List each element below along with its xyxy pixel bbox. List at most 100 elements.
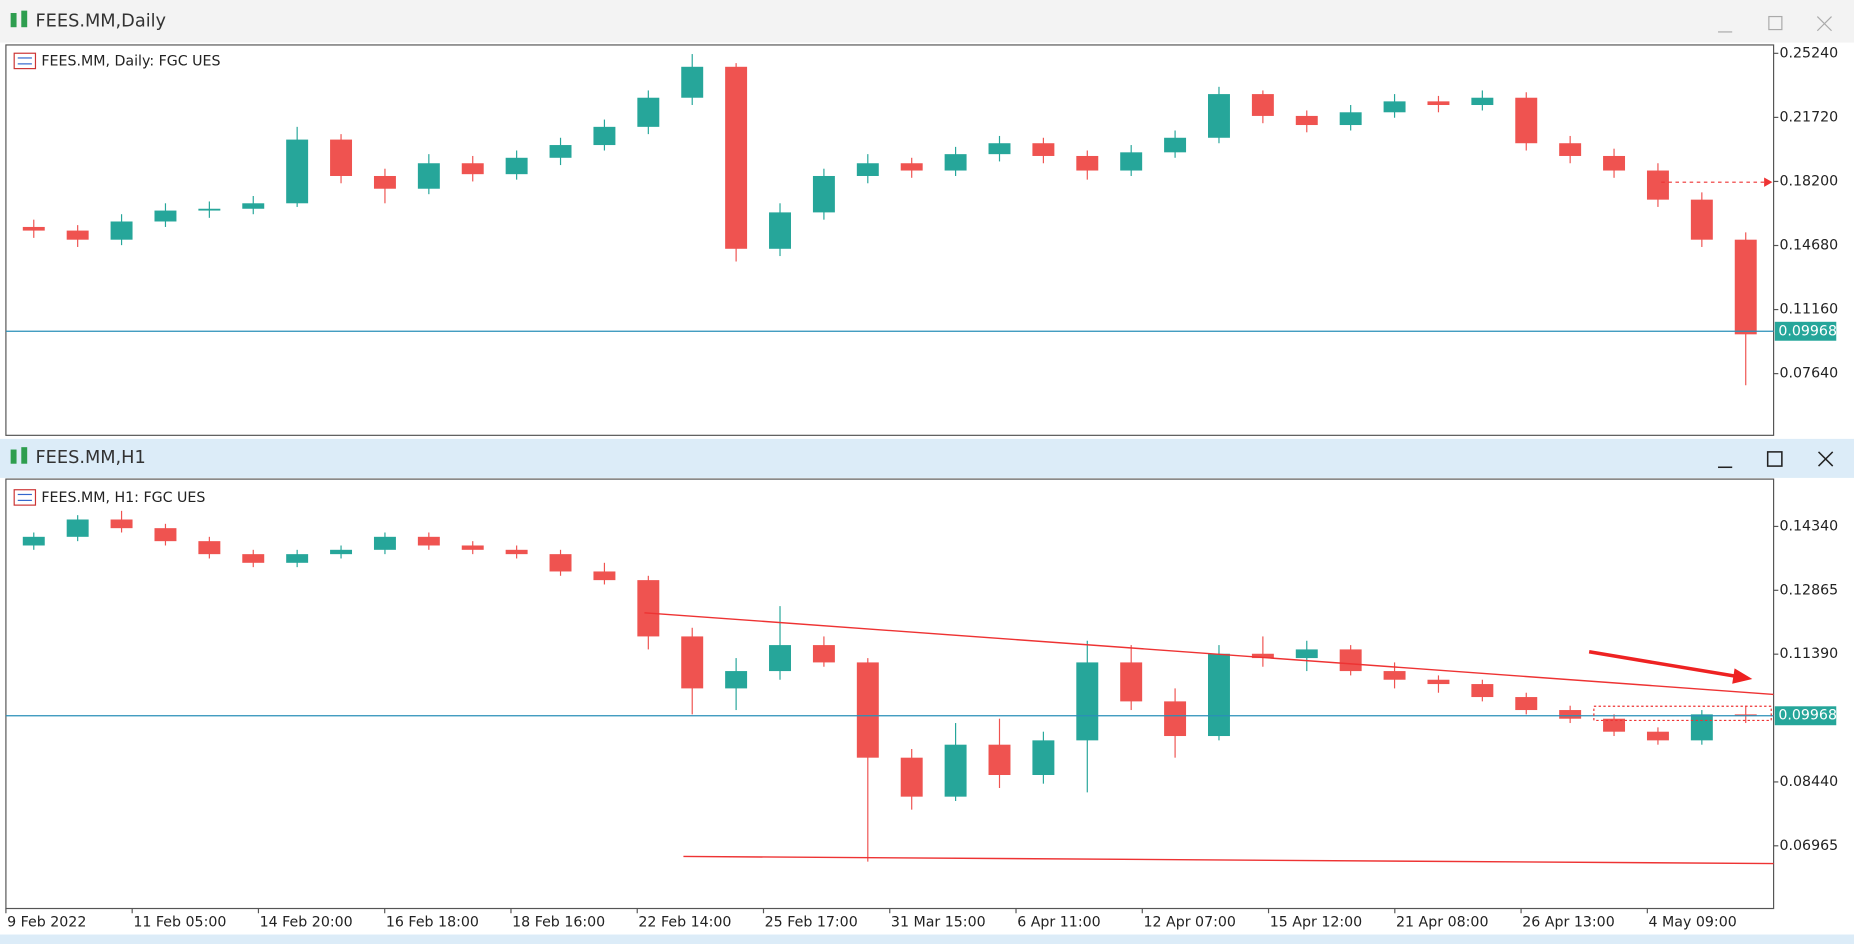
candle-body xyxy=(417,163,440,189)
app-icon xyxy=(10,10,28,28)
x-tick-label: 6 Apr 11:00 xyxy=(1017,915,1100,931)
candle-body xyxy=(812,645,835,663)
y-tick-label: 0.06965 xyxy=(1780,838,1839,854)
candle-body xyxy=(1339,649,1362,672)
window-controls[interactable] xyxy=(1718,451,1834,469)
candle-body xyxy=(549,145,572,158)
arrowhead xyxy=(1732,668,1753,684)
candle-body xyxy=(110,221,133,240)
price-label: 0.09968 xyxy=(1778,708,1837,724)
candle-body xyxy=(1471,684,1494,698)
candle-body xyxy=(461,545,484,550)
x-tick-label: 9 Feb 2022 xyxy=(7,915,86,931)
candle-body xyxy=(1690,199,1713,240)
candle-body xyxy=(66,519,89,537)
candle-body xyxy=(154,528,177,542)
candle-body xyxy=(373,175,396,189)
candle-body xyxy=(681,636,704,689)
candle-body xyxy=(1471,97,1494,106)
candle-body xyxy=(1559,143,1582,156)
candle-body xyxy=(988,143,1011,155)
y-tick-label: 0.07640 xyxy=(1780,366,1839,382)
candle-body xyxy=(1646,731,1669,741)
candle-body xyxy=(988,744,1011,776)
candle-body xyxy=(1339,112,1362,126)
candle-body xyxy=(1076,155,1099,171)
candle-body xyxy=(1559,710,1582,719)
window-controls[interactable] xyxy=(1718,15,1832,33)
candle-body xyxy=(505,157,528,175)
y-tick-label: 0.14340 xyxy=(1780,518,1839,534)
candle-body xyxy=(1603,155,1626,171)
x-tick-label: 22 Feb 14:00 xyxy=(638,915,731,931)
bottom-bar xyxy=(0,934,1854,944)
candle-body xyxy=(286,139,309,204)
x-tick-label: 18 Feb 16:00 xyxy=(512,915,605,931)
candle-body xyxy=(1515,97,1538,144)
candle-body xyxy=(725,671,748,689)
chart-label: FEES.MM, Daily: FGC UES xyxy=(41,54,220,70)
candle-body xyxy=(1251,94,1274,116)
candle-body xyxy=(1427,101,1450,106)
candle-body xyxy=(286,554,309,563)
window-title: FEES.MM,Daily xyxy=(35,11,166,31)
x-tick-label: 14 Feb 20:00 xyxy=(260,915,353,931)
app-icon xyxy=(10,447,28,464)
candle-body xyxy=(1076,662,1099,741)
candle-body xyxy=(1164,701,1187,737)
trend-line xyxy=(683,855,1774,865)
candle-body xyxy=(330,139,353,176)
candle-body xyxy=(22,226,45,231)
candle-body xyxy=(944,154,967,171)
candle-body xyxy=(1427,679,1450,685)
candle-body xyxy=(198,541,221,555)
candle-body xyxy=(856,662,879,758)
price-label-bg xyxy=(1774,321,1837,341)
candle-body xyxy=(1734,239,1757,335)
candle-body xyxy=(900,757,923,797)
x-tick-label: 21 Apr 08:00 xyxy=(1396,915,1488,931)
candle-body xyxy=(417,536,440,546)
candle-body xyxy=(1734,714,1757,716)
candle-body xyxy=(198,208,221,211)
candle-body xyxy=(1032,740,1055,776)
candle-body xyxy=(330,549,353,555)
candle-body xyxy=(1120,662,1143,702)
candle-body xyxy=(373,536,396,550)
title-bar xyxy=(0,0,1854,43)
candle-body xyxy=(1646,170,1669,200)
candle-body xyxy=(1603,718,1626,732)
chart-area xyxy=(5,44,1775,436)
candle-body xyxy=(1032,143,1055,156)
candle-body xyxy=(22,536,45,546)
x-tick-label: 4 May 09:00 xyxy=(1649,915,1737,931)
y-tick-label: 0.18200 xyxy=(1780,173,1839,189)
candle-body xyxy=(769,645,791,672)
trend-line xyxy=(644,612,1774,696)
candle-body xyxy=(1295,115,1318,126)
candle-body xyxy=(1690,714,1713,741)
candle-body xyxy=(549,554,572,572)
candle-body xyxy=(1295,649,1318,659)
candle-body xyxy=(1383,671,1406,680)
y-tick-label: 0.11160 xyxy=(1780,302,1839,318)
candle-body xyxy=(1164,137,1187,153)
candle-body xyxy=(637,580,660,637)
price-label-bg xyxy=(1774,706,1837,726)
candle-body xyxy=(1208,94,1230,138)
x-tick-label: 12 Apr 07:00 xyxy=(1143,915,1235,931)
candle-body xyxy=(242,554,265,563)
candle-body xyxy=(944,744,967,797)
y-tick-label: 0.12865 xyxy=(1780,582,1839,598)
y-tick-label: 0.21720 xyxy=(1780,109,1839,125)
candle-body xyxy=(812,175,835,213)
candle-body xyxy=(900,163,923,171)
arrow xyxy=(1588,650,1739,679)
chart-icon xyxy=(13,489,37,506)
y-tick-label: 0.14680 xyxy=(1780,238,1839,254)
candle-body xyxy=(725,66,748,249)
candle-body xyxy=(505,549,528,555)
candle-body xyxy=(593,126,616,146)
chart-label: FEES.MM, H1: FGC UES xyxy=(41,490,205,506)
